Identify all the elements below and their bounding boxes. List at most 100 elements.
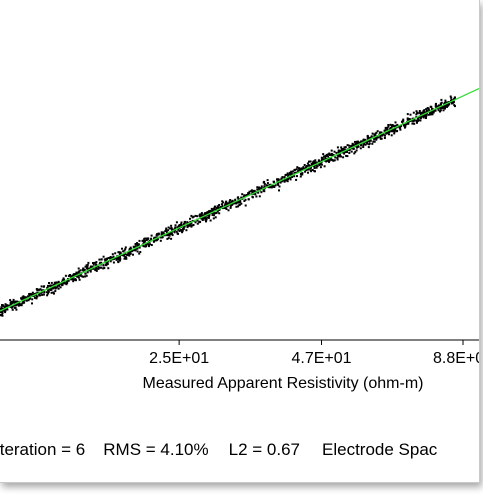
- data-point: [132, 253, 134, 256]
- data-point: [25, 299, 28, 302]
- data-point: [106, 262, 109, 265]
- data-point: [386, 126, 389, 129]
- data-point: [422, 116, 425, 119]
- data-point: [296, 175, 298, 178]
- data-point: [79, 269, 82, 272]
- data-point: [225, 202, 228, 205]
- data-point: [13, 304, 16, 307]
- data-point: [293, 175, 296, 178]
- data-point: [340, 149, 343, 152]
- data-point: [169, 227, 172, 230]
- data-point: [290, 170, 293, 173]
- data-point: [144, 239, 147, 242]
- data-point: [307, 171, 309, 174]
- data-point: [356, 142, 359, 145]
- data-point: [334, 156, 337, 159]
- data-point: [329, 154, 331, 156]
- data-point: [125, 257, 128, 260]
- data-point: [416, 111, 419, 114]
- data-point: [238, 204, 241, 207]
- data-point: [329, 158, 332, 161]
- data-point: [336, 146, 339, 149]
- data-point: [150, 234, 153, 237]
- data-point: [212, 214, 215, 217]
- data-point: [60, 282, 63, 285]
- data-point: [3, 309, 6, 312]
- data-point: [330, 153, 333, 155]
- data-point: [170, 232, 173, 235]
- data-point: [311, 169, 314, 171]
- data-point: [82, 269, 85, 272]
- data-point: [128, 248, 131, 251]
- data-point: [11, 308, 14, 311]
- data-point: [320, 156, 323, 159]
- data-point: [33, 292, 36, 295]
- data-point: [373, 135, 376, 138]
- data-point: [186, 221, 189, 224]
- data-point: [346, 155, 349, 158]
- data-point: [371, 142, 374, 145]
- data-point: [379, 134, 382, 137]
- data-point: [20, 297, 23, 300]
- data-point: [200, 213, 203, 216]
- data-point: [326, 158, 329, 161]
- data-point: [304, 170, 307, 173]
- data-point: [164, 229, 167, 232]
- data-point: [350, 150, 353, 153]
- data-point: [355, 143, 357, 146]
- data-point: [229, 205, 232, 208]
- data-point: [211, 208, 214, 211]
- data-point: [66, 281, 69, 284]
- data-point: [260, 185, 263, 188]
- data-point: [160, 231, 163, 234]
- data-point: [220, 203, 223, 206]
- data-point: [85, 264, 88, 267]
- data-point: [237, 205, 239, 208]
- data-point: [89, 269, 92, 272]
- data-point: [21, 302, 24, 305]
- data-point: [70, 278, 73, 281]
- data-point: [23, 298, 25, 301]
- data-point: [186, 224, 189, 226]
- data-point: [371, 132, 374, 135]
- data-point: [117, 260, 120, 263]
- data-point: [39, 288, 42, 291]
- data-point: [31, 302, 33, 305]
- data-point: [123, 253, 126, 256]
- data-point: [379, 136, 382, 139]
- data-point: [330, 149, 333, 152]
- data-point: [393, 125, 396, 128]
- data-point: [196, 222, 199, 225]
- data-point: [93, 261, 96, 264]
- data-point: [186, 226, 189, 229]
- data-point: [28, 294, 31, 297]
- data-point: [213, 208, 216, 210]
- data-point: [4, 308, 7, 311]
- data-point: [95, 267, 98, 270]
- data-point: [170, 237, 173, 240]
- data-point: [50, 291, 53, 294]
- data-point: [387, 124, 390, 126]
- electrode-spacing-readout: Electrode Spac: [322, 440, 438, 459]
- data-point: [221, 200, 224, 203]
- data-point: [145, 237, 148, 240]
- data-point: [308, 164, 311, 167]
- one-to-one-line: [0, 87, 479, 312]
- data-point: [273, 181, 275, 184]
- data-point: [331, 154, 334, 157]
- data-point: [328, 152, 331, 155]
- data-point: [224, 207, 226, 209]
- data-point: [406, 113, 409, 116]
- data-point: [6, 304, 9, 307]
- data-point: [102, 264, 105, 267]
- data-point: [424, 114, 427, 117]
- data-point: [178, 230, 181, 232]
- data-point: [36, 295, 39, 298]
- data-point: [194, 214, 197, 217]
- data-point: [449, 95, 452, 98]
- data-point: [320, 163, 323, 166]
- data-point: [189, 224, 192, 227]
- data-point: [136, 250, 139, 253]
- data-point: [95, 261, 98, 264]
- data-point: [208, 211, 211, 214]
